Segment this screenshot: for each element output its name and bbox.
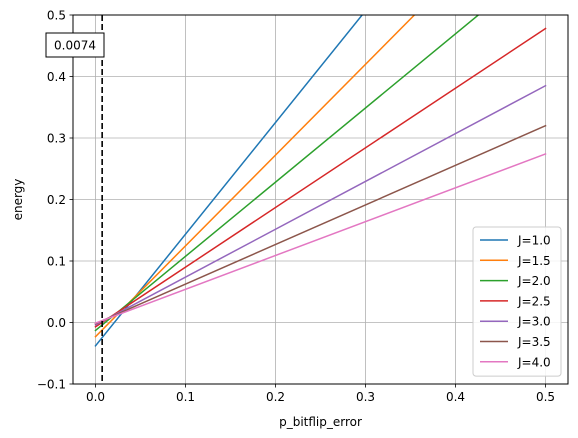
series-line-J=1.5 xyxy=(94,15,416,338)
y-tick-label: −0.1 xyxy=(37,378,66,392)
threshold-annotation: 0.0074 xyxy=(45,32,105,58)
x-tick-label: 0.5 xyxy=(536,390,555,404)
legend-box xyxy=(472,226,562,377)
x-axis-ticks: 0.0 0.1 0.2 0.3 0.4 0.5 xyxy=(86,384,555,404)
legend: J=1.0 J=1.5 J=2.0 J=2.5 J=3.0 J=3.5 J=4.0 xyxy=(472,226,562,377)
legend-label: J=3.0 xyxy=(517,315,551,329)
y-tick-label: 0.0 xyxy=(47,316,66,330)
series-line-J=2.0 xyxy=(94,15,480,332)
x-axis-label: p_bitflip_error xyxy=(279,415,362,429)
series-line-J=1.0 xyxy=(94,15,364,347)
legend-label: J=1.0 xyxy=(517,234,551,248)
x-tick-label: 0.3 xyxy=(356,390,375,404)
x-tick-label: 0.4 xyxy=(446,390,465,404)
y-tick-label: 0.3 xyxy=(47,132,66,146)
y-tick-label: 0.2 xyxy=(47,193,66,207)
series-line-J=2.5 xyxy=(94,27,547,328)
annotation-box xyxy=(45,32,105,58)
x-tick-label: 0.0 xyxy=(86,390,105,404)
y-tick-label: 0.1 xyxy=(47,255,66,269)
annotation-text: 0.0074 xyxy=(54,39,96,53)
x-tick-label: 0.1 xyxy=(176,390,195,404)
x-tick-label: 0.2 xyxy=(266,390,285,404)
y-tick-label: 0.5 xyxy=(47,9,66,23)
series-layer xyxy=(94,15,547,347)
legend-label: J=2.5 xyxy=(517,294,551,308)
series-line-J=3.5 xyxy=(94,124,547,325)
y-tick-label: 0.4 xyxy=(47,70,66,84)
y-axis-label: energy xyxy=(11,179,25,221)
legend-label: J=3.5 xyxy=(517,335,551,349)
legend-label: J=4.0 xyxy=(517,355,551,369)
legend-label: J=2.0 xyxy=(517,274,551,288)
series-line-J=3.0 xyxy=(94,84,547,326)
y-axis-ticks: −0.1 0.0 0.1 0.2 0.3 0.4 0.5 xyxy=(37,9,73,392)
legend-label: J=1.5 xyxy=(517,254,551,268)
series-line-J=4.0 xyxy=(94,153,547,325)
